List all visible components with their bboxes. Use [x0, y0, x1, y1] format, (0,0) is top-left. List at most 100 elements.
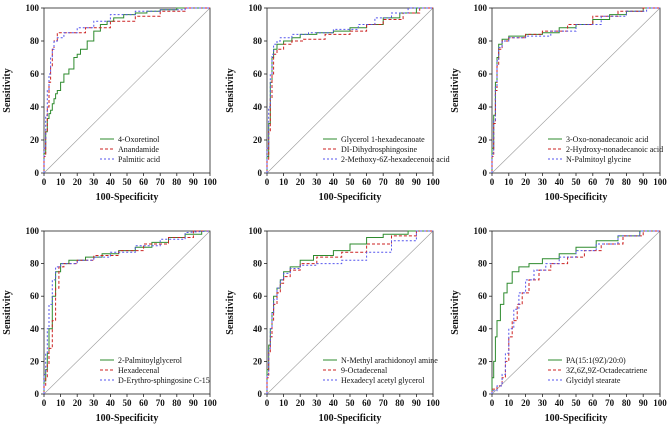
y-tick-label: 40	[478, 102, 488, 112]
roc-series-line	[491, 230, 660, 394]
x-axis-label: 100-Specificity	[545, 413, 608, 424]
x-tick-label: 10	[56, 177, 66, 187]
x-tick-label: 20	[73, 398, 83, 408]
y-tick-label: 80	[478, 259, 488, 269]
x-axis-label: 100-Specificity	[319, 413, 382, 424]
x-tick-label: 30	[312, 177, 322, 187]
legend-entry: 2-Methoxy-6Z-hexadecenoic acid	[341, 155, 450, 164]
y-tick-label: 0	[258, 389, 263, 399]
x-tick-label: 20	[521, 177, 531, 187]
y-axis-label: Sensitivity	[450, 68, 461, 112]
x-tick-label: 100	[203, 398, 217, 408]
legend-entry: Glycidyl stearate	[566, 376, 621, 385]
roc-series-line	[266, 7, 433, 173]
legend-entry: Glycerol 1-hexadecanoate	[341, 135, 425, 144]
reference-diagonal	[491, 230, 661, 395]
reference-diagonal	[43, 230, 211, 395]
y-axis-label: Sensitivity	[450, 290, 461, 334]
x-tick-label: 40	[329, 177, 339, 187]
y-tick-label: 0	[35, 389, 40, 399]
x-tick-label: 70	[605, 177, 615, 187]
legend-entry: DI-Dihydrosphingosine	[341, 145, 417, 154]
x-tick-label: 10	[504, 398, 514, 408]
x-tick-label: 40	[106, 398, 116, 408]
roc-series-line	[491, 230, 660, 394]
x-tick-label: 80	[395, 177, 405, 187]
x-tick-label: 0	[42, 177, 47, 187]
x-tick-label: 90	[639, 398, 649, 408]
x-tick-label: 70	[156, 177, 166, 187]
y-axis-label: Sensitivity	[2, 68, 13, 112]
x-tick-label: 90	[189, 398, 199, 408]
y-tick-label: 80	[30, 259, 40, 269]
x-tick-label: 10	[56, 398, 66, 408]
x-tick-label: 80	[395, 398, 405, 408]
x-axis-label: 100-Specificity	[319, 192, 382, 203]
x-tick-label: 80	[172, 177, 182, 187]
y-tick-label: 100	[474, 3, 488, 13]
x-tick-label: 70	[379, 177, 389, 187]
y-tick-label: 40	[30, 102, 40, 112]
x-tick-label: 0	[490, 398, 495, 408]
y-tick-label: 40	[30, 324, 40, 334]
y-tick-label: 100	[26, 226, 40, 236]
roc-panel-top-middle: 0 10 20 30 40 50 60 70 80 90 100 0 20 40 60 80 100 100-Sp…	[225, 3, 450, 203]
x-tick-label: 50	[346, 398, 356, 408]
y-tick-label: 60	[478, 69, 488, 79]
x-tick-label: 80	[172, 398, 182, 408]
x-tick-label: 90	[412, 398, 422, 408]
y-tick-label: 100	[249, 226, 263, 236]
y-tick-label: 0	[258, 168, 263, 178]
reference-diagonal	[266, 7, 434, 174]
y-tick-label: 0	[483, 168, 488, 178]
y-tick-label: 60	[30, 291, 40, 301]
legend-entry: 2-Hydroxy-nonadecanoic acid	[566, 145, 663, 154]
legend-entry: 3-Oxo-nonadecanoic acid	[566, 135, 648, 144]
y-tick-label: 60	[478, 291, 488, 301]
roc-panel-top-left: 0 10 20 30 40 50 60 70 80 90 100 0 20 40 60 80 100 100-Sp…	[2, 3, 217, 203]
y-tick-label: 80	[478, 36, 488, 46]
x-tick-label: 0	[265, 177, 270, 187]
x-tick-label: 10	[279, 398, 289, 408]
y-tick-label: 60	[253, 291, 263, 301]
roc-panel-bottom-middle: 0 10 20 30 40 50 60 70 80 90 100 0 20 40 60 80 100 100-Sp…	[225, 226, 440, 424]
x-axis-label: 100-Specificity	[96, 413, 159, 424]
x-tick-label: 60	[139, 398, 149, 408]
reference-diagonal	[491, 7, 661, 174]
roc-series-line	[491, 7, 660, 173]
y-axis-label: Sensitivity	[2, 290, 13, 334]
x-tick-label: 40	[329, 398, 339, 408]
x-tick-label: 100	[426, 398, 440, 408]
x-tick-label: 50	[123, 177, 133, 187]
y-tick-label: 80	[253, 36, 263, 46]
x-tick-label: 30	[538, 398, 548, 408]
x-tick-label: 100	[426, 177, 440, 187]
x-axis-label: 100-Specificity	[96, 192, 159, 203]
legend-entry: N-Methyl arachidonoyl amine	[341, 356, 438, 365]
reference-diagonal	[266, 230, 434, 395]
legend-entry: 9-Octadecenal	[341, 366, 388, 375]
legend-entry: N-Palmitoyl glycine	[566, 155, 632, 164]
x-tick-label: 10	[279, 177, 289, 187]
x-tick-label: 100	[653, 398, 667, 408]
y-tick-label: 60	[30, 69, 40, 79]
x-tick-label: 60	[588, 177, 598, 187]
y-tick-label: 80	[30, 36, 40, 46]
roc-series-line	[266, 7, 433, 173]
x-tick-label: 30	[312, 398, 322, 408]
y-tick-label: 20	[30, 356, 40, 366]
roc-series-line	[266, 230, 433, 394]
x-tick-label: 40	[555, 177, 565, 187]
legend-entry: Palmitic acid	[118, 155, 160, 164]
roc-series-line	[43, 230, 211, 394]
y-tick-label: 40	[253, 324, 263, 334]
y-tick-label: 20	[478, 356, 488, 366]
legend-entry: Hexadecenal	[118, 366, 160, 375]
roc-series-line	[491, 230, 660, 394]
x-tick-label: 20	[521, 398, 531, 408]
x-tick-label: 70	[605, 398, 615, 408]
roc-panel-bottom-right: 0 10 20 30 40 50 60 70 80 90 100 0 20 40 60 80 100 100-Sp…	[450, 226, 667, 424]
x-tick-label: 20	[73, 177, 83, 187]
legend-entry: Anandamide	[118, 145, 159, 154]
